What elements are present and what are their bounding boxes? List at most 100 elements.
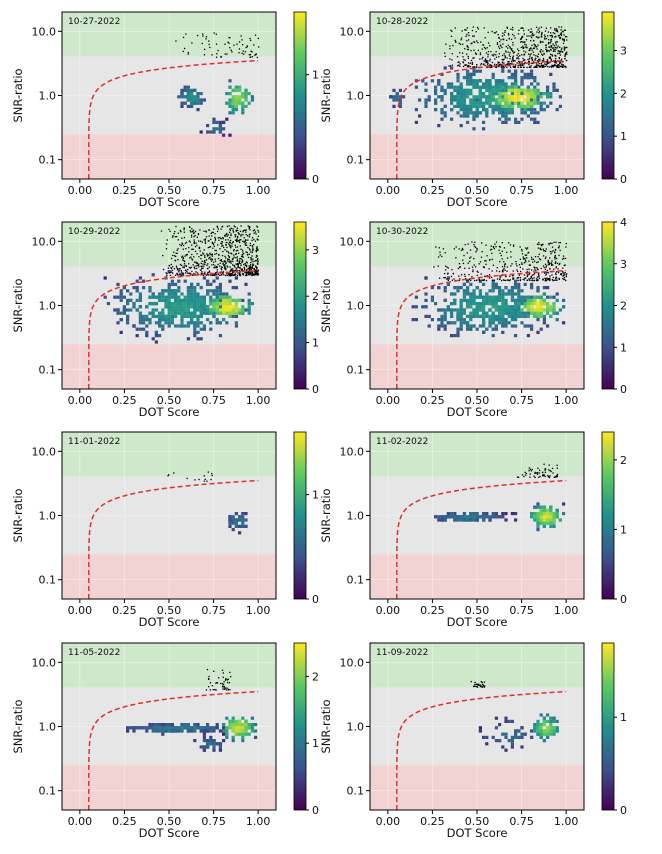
- density-cell: [167, 292, 171, 296]
- density-cell: [501, 295, 505, 299]
- density-cell: [459, 85, 463, 89]
- scatter-point: [194, 234, 196, 237]
- scatter-point: [473, 41, 475, 43]
- scatter-point: [555, 267, 557, 269]
- density-cell: [469, 324, 473, 328]
- density-cell: [459, 324, 463, 328]
- density-cell: [504, 117, 508, 121]
- scatter-point: [552, 47, 555, 49]
- density-cell: [174, 292, 178, 296]
- scatter-point: [535, 26, 538, 28]
- scatter-point: [516, 269, 518, 271]
- scatter-point: [528, 273, 530, 275]
- scatter-point: [246, 272, 249, 274]
- scatter-point: [554, 46, 556, 49]
- density-cell: [549, 92, 553, 96]
- scatter-point: [222, 245, 224, 247]
- scatter-point: [219, 236, 221, 239]
- scatter-point: [541, 31, 543, 34]
- scatter-point: [551, 279, 554, 281]
- scatter-point: [468, 273, 470, 276]
- density-cell: [498, 85, 502, 89]
- scatter-point: [544, 30, 547, 32]
- scatter-point: [466, 53, 468, 55]
- density-cell: [222, 120, 226, 124]
- scatter-point: [239, 258, 241, 260]
- scatter-point: [499, 276, 501, 279]
- scatter-point: [491, 252, 493, 255]
- density-cell: [462, 111, 466, 115]
- x-tick-label: 0.75: [509, 394, 534, 407]
- scatter-point: [168, 264, 171, 267]
- scatter-point: [565, 53, 567, 55]
- density-cell: [462, 515, 466, 519]
- density-cell: [238, 531, 242, 535]
- scatter-point: [214, 241, 216, 243]
- density-cell: [507, 111, 511, 115]
- y-axis-label: SNR-ratio: [11, 488, 25, 542]
- density-cell: [174, 729, 178, 733]
- density-cell: [218, 305, 222, 309]
- scatter-point: [242, 44, 244, 46]
- density-cell: [228, 524, 232, 528]
- density-cell: [533, 79, 537, 83]
- scatter-point: [500, 66, 503, 68]
- scatter-point: [207, 246, 210, 249]
- density-cell: [193, 292, 197, 296]
- scatter-point: [544, 38, 546, 40]
- density-cell: [536, 528, 540, 532]
- scatter-point: [556, 271, 558, 273]
- density-cell: [450, 515, 454, 519]
- scatter-point: [230, 234, 232, 237]
- scatter-point: [246, 269, 248, 271]
- density-cell: [504, 324, 508, 328]
- scatter-point: [185, 241, 188, 243]
- density-cell: [222, 723, 226, 727]
- density-cell: [514, 308, 518, 312]
- density-cell: [494, 314, 498, 318]
- scatter-point: [508, 61, 510, 63]
- density-cell: [494, 85, 498, 89]
- density-cell: [472, 82, 476, 86]
- density-cell: [424, 276, 428, 280]
- scatter-point: [525, 257, 528, 259]
- scatter-point: [209, 256, 211, 258]
- density-cell: [456, 318, 460, 322]
- scatter-point: [510, 28, 512, 30]
- density-cell: [533, 95, 537, 99]
- scatter-point: [256, 249, 259, 251]
- scatter-point: [480, 273, 482, 275]
- scatter-point: [190, 256, 192, 258]
- scatter-point: [196, 262, 198, 265]
- density-cell: [209, 298, 213, 302]
- density-cell: [167, 318, 171, 322]
- density-cell: [199, 726, 203, 730]
- scatter-point: [554, 59, 557, 62]
- density-cell: [170, 302, 174, 306]
- density-cell: [402, 95, 406, 99]
- density-cell: [558, 308, 562, 312]
- density-cell: [523, 104, 527, 108]
- density-cell: [530, 117, 534, 121]
- density-cell: [546, 92, 550, 96]
- scatter-point: [458, 263, 461, 265]
- density-cell: [215, 127, 219, 131]
- density-cell: [462, 308, 466, 312]
- scatter-point: [238, 262, 241, 264]
- density-cell: [167, 305, 171, 309]
- scatter-point: [182, 257, 184, 260]
- density-cell: [510, 95, 514, 99]
- scatter-point: [472, 269, 474, 271]
- density-cell: [498, 321, 502, 325]
- scatter-point: [234, 236, 236, 238]
- scatter-point: [183, 228, 185, 231]
- scatter-point: [500, 254, 503, 257]
- scatter-point: [170, 257, 173, 260]
- scatter-point: [251, 273, 253, 275]
- density-cell: [180, 273, 184, 277]
- density-cell: [462, 114, 466, 118]
- scatter-point: [242, 256, 244, 258]
- density-cell: [164, 295, 168, 299]
- scatter-point: [184, 269, 187, 272]
- scatter-point: [499, 275, 501, 277]
